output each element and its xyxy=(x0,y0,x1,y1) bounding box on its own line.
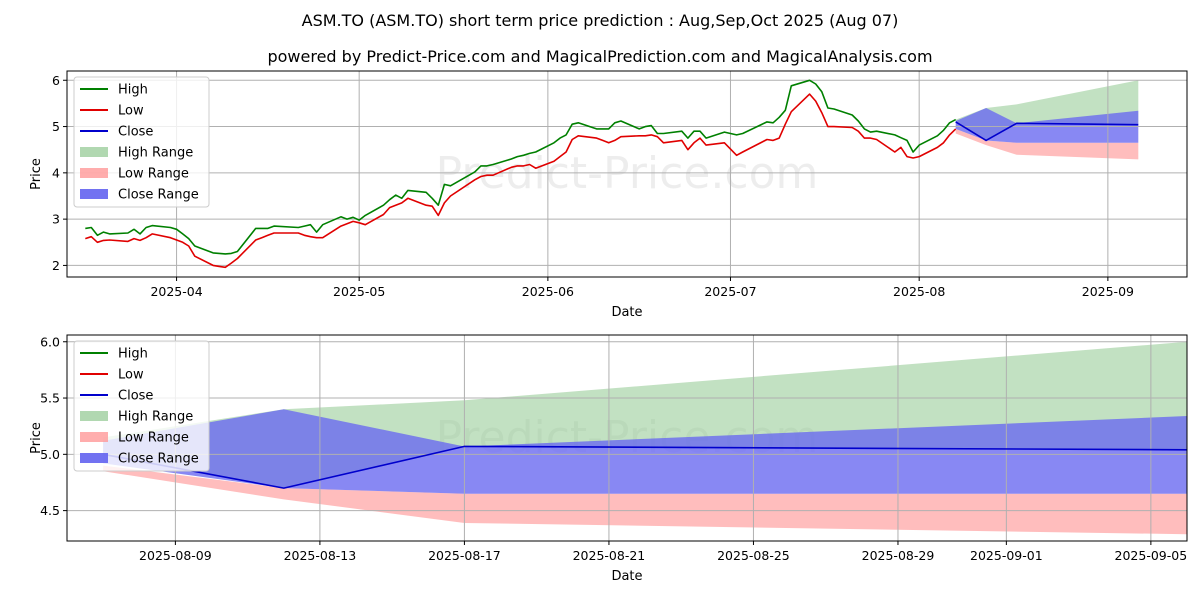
x-tick-label: 2025-08-21 xyxy=(573,548,646,563)
y-tick-label: 5.0 xyxy=(40,447,60,462)
x-tick-label: 2025-08-25 xyxy=(717,548,790,563)
plot-frame xyxy=(66,334,1188,542)
x-tick-label: 2025-08-09 xyxy=(139,548,212,563)
y-axis-label: Price xyxy=(29,422,44,454)
bottom-panel: Predict-Price.com2025-08-092025-08-13202… xyxy=(29,334,1188,584)
y-tick-label: 4.5 xyxy=(40,503,60,518)
y-tick-label: 6.0 xyxy=(40,334,60,349)
top-panel: Predict-Price.com 2025-04 2025-05 2025-06 20… xyxy=(29,70,1188,320)
x-tick-label: 2025-04 xyxy=(150,284,202,299)
band-low-range xyxy=(103,465,1188,535)
y-tick-label: 5.5 xyxy=(40,391,60,406)
legend-label: Close Range xyxy=(118,452,199,467)
x-tick-label: 2025-07 xyxy=(704,284,756,299)
x-axis-label: Date xyxy=(611,305,642,320)
chart-subtitle: powered by Predict-Price.com and Magical… xyxy=(267,47,932,66)
x-tick-label: 2025-05 xyxy=(333,284,385,299)
legend-label: Close xyxy=(118,389,153,404)
plot-frame xyxy=(66,70,1188,278)
y-tick-label: 4 xyxy=(52,165,60,180)
y-tick-label: 3 xyxy=(52,212,60,227)
legend-label: High xyxy=(118,83,148,98)
series-line-close xyxy=(955,121,1139,142)
legend-swatch-high-range xyxy=(80,147,108,157)
x-axis-label: Date xyxy=(611,569,642,584)
chart-title: ASM.TO (ASM.TO) short term price predict… xyxy=(302,11,899,30)
legend-swatch-low-range xyxy=(80,168,108,178)
legend-swatch-high-range xyxy=(80,411,108,421)
x-tick-label: 2025-09 xyxy=(1082,284,1134,299)
series-line-low xyxy=(85,93,957,269)
y-tick-label: 5 xyxy=(52,119,60,134)
x-tick-label: 2025-06 xyxy=(522,284,574,299)
legend-label: Low xyxy=(118,368,144,383)
legend-label: High xyxy=(118,347,148,362)
legend-label: Close Range xyxy=(118,188,199,203)
x-tick-label: 2025-08-29 xyxy=(862,548,935,563)
legend-label: Low Range xyxy=(118,431,189,446)
series-line-high xyxy=(85,79,957,255)
y-tick-label: 6 xyxy=(52,73,60,88)
legend-swatch-low-range xyxy=(80,432,108,442)
x-tick-label: 2025-09-01 xyxy=(970,548,1043,563)
legend-label: Close xyxy=(118,125,153,140)
legend: High Low Close High Range Low Range Close Ran… xyxy=(73,76,210,208)
x-tick-label: 2025-09-05 xyxy=(1115,548,1188,563)
legend-swatch-close-range xyxy=(80,453,108,463)
band-low-range xyxy=(955,128,1139,160)
legend-label: High Range xyxy=(118,146,193,161)
y-tick-label: 2 xyxy=(52,258,60,273)
y-axis-label: Price xyxy=(29,158,44,190)
legend-label: Low Range xyxy=(118,167,189,182)
x-tick-label: 2025-08-13 xyxy=(284,548,357,563)
band-close-range xyxy=(103,409,1188,494)
legend-swatch-close-range xyxy=(80,189,108,199)
x-tick-label: 2025-08 xyxy=(893,284,945,299)
legend-label: High Range xyxy=(118,410,193,425)
legend: High Low Close High Range Low Range Close Ran… xyxy=(73,340,210,472)
band-close-range xyxy=(955,108,1139,143)
legend-label: Low xyxy=(118,104,144,119)
x-tick-label: 2025-08-17 xyxy=(428,548,501,563)
watermark-text: Predict-Price.com xyxy=(436,148,819,199)
